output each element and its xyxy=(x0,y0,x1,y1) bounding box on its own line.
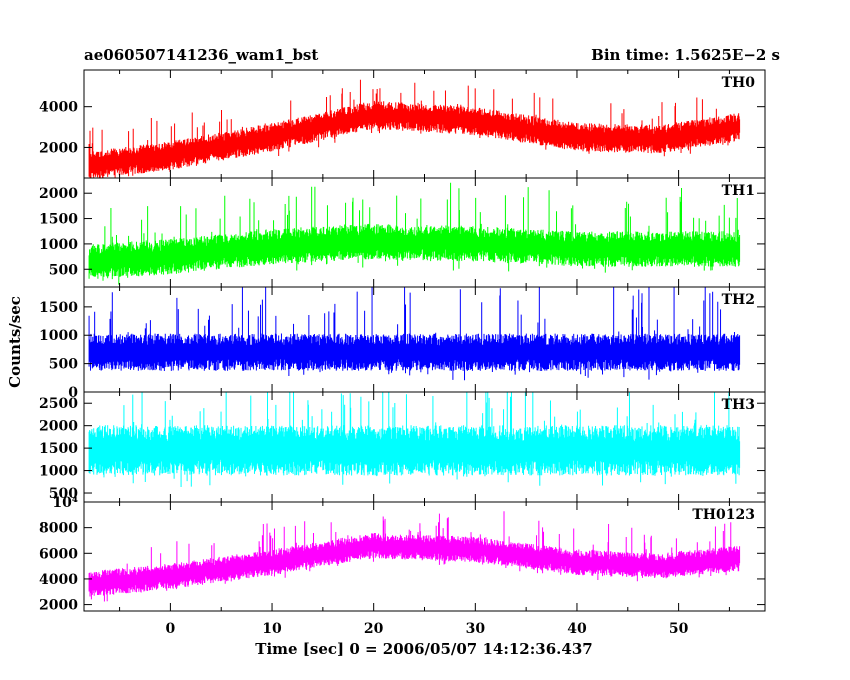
x-tick-label: 10 xyxy=(262,621,282,637)
x-tick-label: 20 xyxy=(364,621,384,637)
panel-label: TH3 xyxy=(722,397,755,413)
y-tick-label: 500 xyxy=(49,486,78,502)
series-th1 xyxy=(88,182,741,285)
series-th3 xyxy=(88,392,741,487)
y-tick-label: 500 xyxy=(49,262,78,278)
y-tick-label: 4000 xyxy=(39,572,78,588)
x-tick-label: 50 xyxy=(669,621,689,637)
x-tick-label: 40 xyxy=(567,621,587,637)
series-th2 xyxy=(88,287,741,381)
panel-label: TH0 xyxy=(722,75,756,91)
panel-th2: TH2 0 500 1000 1500 xyxy=(39,286,766,401)
y-tick-label: 1500 xyxy=(39,441,78,457)
y-tick-label: 2500 xyxy=(39,396,78,412)
y-tick-label: 8000 xyxy=(39,521,78,537)
x-axis-label: Time [sec] 0 = 2006/05/07 14:12:36.437 xyxy=(255,640,592,658)
y-tick-label: 500 xyxy=(49,357,78,373)
panel-label: TH2 xyxy=(722,292,755,308)
y-tick-label: 10⁴ xyxy=(52,495,78,511)
y-tick-label: 1500 xyxy=(39,300,78,316)
panel-th1: TH1 500 1000 1500 2000 xyxy=(39,177,766,288)
panel-th0: TH0 2000 4000 xyxy=(39,69,766,179)
y-tick-label: 2000 xyxy=(39,186,78,202)
y-tick-label: 1000 xyxy=(39,464,78,480)
panel-label: TH0123 xyxy=(692,507,755,523)
panel-th3: TH3 500 1000 1500 2000 2500 xyxy=(39,391,766,503)
y-tick-label: 2000 xyxy=(39,419,78,435)
panel-th0123: TH0123 2000 4000 6000 8000 10⁴ xyxy=(39,495,766,614)
y-tick-label: 1500 xyxy=(39,212,78,228)
y-tick-label: 4000 xyxy=(39,100,78,116)
y-tick-label: 1000 xyxy=(39,328,78,344)
y-tick-label: 2000 xyxy=(39,140,78,156)
y-tick-label: 0 xyxy=(68,385,78,401)
series-th0 xyxy=(88,79,741,178)
y-tick-label: 1000 xyxy=(39,237,78,253)
y-tick-label: 6000 xyxy=(39,546,78,562)
x-tick-label: 30 xyxy=(466,621,486,637)
panels-group: TH020004000TH1500100015002000TH205001000… xyxy=(39,69,766,637)
bin-time-label: Bin time: 1.5625E−2 s xyxy=(591,46,780,64)
panel-label: TH1 xyxy=(722,183,755,199)
x-tick-label: 0 xyxy=(166,621,176,637)
y-axis-label: Counts/sec xyxy=(6,296,24,388)
y-tick-label: 2000 xyxy=(39,598,78,614)
figure-title: ae060507141236_wam1_bst xyxy=(84,46,318,64)
series-th0123 xyxy=(88,511,741,602)
